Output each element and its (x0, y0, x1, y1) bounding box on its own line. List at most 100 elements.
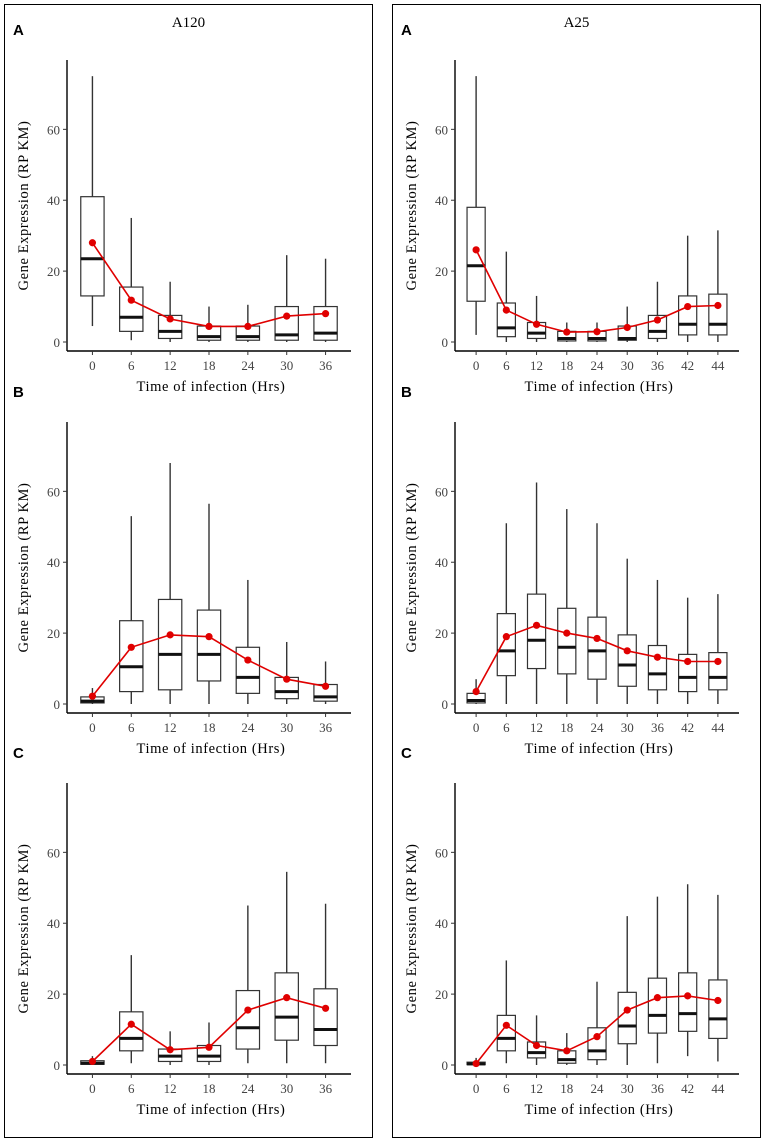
box-iqr (678, 295, 698, 336)
x-tick-label: 18 (560, 358, 573, 373)
box-iqr (557, 607, 577, 675)
x-tick-label: 6 (128, 358, 135, 373)
box-iqr (647, 644, 668, 691)
y-tick-label: 0 (54, 1058, 61, 1073)
mean-point (127, 296, 135, 304)
mean-point (472, 246, 480, 254)
mean-point (684, 302, 692, 311)
x-tick-label: 18 (560, 1081, 573, 1096)
box-iqr (526, 593, 547, 670)
x-tick-label: 30 (280, 720, 293, 735)
mean-point (321, 682, 330, 690)
mean-point (593, 328, 601, 336)
box-44 (708, 594, 728, 704)
y-tick-label: 60 (435, 122, 448, 137)
y-axis-label: Gene Expression (RP KM) (404, 483, 420, 653)
mean-point (88, 1057, 97, 1066)
box-iqr (617, 991, 637, 1045)
x-tick-label: 18 (203, 720, 216, 735)
y-tick-label: 40 (435, 916, 448, 931)
box-30 (617, 916, 637, 1065)
y-axis-label: Gene Expression (RP KM) (16, 844, 32, 1014)
x-tick-label: 6 (128, 1081, 135, 1096)
panel-title: A25 (563, 15, 590, 31)
box-12 (526, 295, 547, 342)
y-axis-label: Gene Expression (RP KM) (16, 121, 32, 291)
box-iqr (678, 653, 698, 693)
mean-point (593, 1033, 601, 1041)
mean-point (714, 301, 722, 310)
x-tick-label: 24 (241, 1081, 255, 1096)
box-36 (313, 258, 338, 342)
box-24 (587, 523, 607, 704)
mean-point (283, 994, 291, 1002)
mean-point (472, 687, 480, 696)
y-tick-label: 40 (47, 555, 60, 570)
mean-point (88, 692, 97, 700)
y-tick-label: 20 (47, 987, 60, 1002)
x-tick-label: 18 (203, 1081, 216, 1096)
x-tick-label: 36 (651, 1081, 665, 1096)
box-iqr (647, 977, 668, 1034)
box-12 (526, 482, 547, 704)
x-tick-label: 36 (651, 720, 665, 735)
y-tick-label: 20 (47, 264, 60, 279)
mean-point (244, 1006, 252, 1014)
box-12 (157, 462, 183, 704)
box-30 (274, 641, 299, 704)
mean-point (563, 629, 571, 637)
x-tick-label: 36 (319, 1081, 333, 1096)
x-tick-label: 44 (711, 358, 725, 373)
y-tick-label: 60 (47, 122, 60, 137)
box-iqr (708, 979, 728, 1040)
box-6 (119, 955, 144, 1064)
x-axis-label: Time of infection (Hrs) (525, 741, 674, 757)
x-tick-label: 30 (280, 358, 293, 373)
mean-point (244, 322, 252, 331)
x-tick-label: 44 (711, 720, 725, 735)
x-tick-label: 12 (530, 1081, 543, 1096)
mean-point (684, 657, 692, 666)
y-tick-label: 40 (47, 916, 60, 931)
mean-point (472, 1059, 480, 1068)
x-tick-label: 0 (89, 358, 96, 373)
y-tick-label: 0 (442, 697, 449, 712)
y-tick-label: 20 (47, 626, 60, 641)
y-tick-label: 0 (442, 335, 449, 350)
x-tick-label: 6 (503, 358, 510, 373)
x-tick-label: 30 (280, 1081, 293, 1096)
y-axis-label: Gene Expression (RP KM) (404, 121, 420, 291)
box-6 (119, 516, 144, 704)
box-18 (557, 509, 577, 704)
y-tick-label: 20 (435, 626, 448, 641)
mean-point (321, 1004, 330, 1012)
y-tick-label: 40 (47, 193, 60, 208)
box-36 (647, 896, 668, 1064)
box-30 (617, 306, 637, 342)
panel-a25: A25 A 0 20 40 60 Gene Expression (RP KM) Time … (392, 4, 761, 1138)
y-tick-label: 60 (47, 845, 60, 860)
box-iqr (157, 598, 183, 691)
panel-letter: C (401, 745, 412, 762)
panel-letter: A (401, 22, 412, 39)
x-tick-label: 36 (319, 358, 333, 373)
mean-point (166, 631, 174, 639)
box-12 (157, 281, 183, 342)
x-tick-label: 0 (473, 720, 480, 735)
box-44 (708, 230, 728, 342)
mean-point (714, 996, 722, 1005)
box-36 (647, 281, 668, 342)
x-tick-label: 6 (503, 720, 510, 735)
x-tick-label: 6 (503, 1081, 510, 1096)
x-tick-label: 18 (203, 358, 216, 373)
box-42 (678, 597, 698, 704)
x-axis-label: Time of infection (Hrs) (137, 741, 286, 757)
y-tick-label: 0 (54, 335, 61, 350)
mean-point (532, 1041, 541, 1050)
box-iqr (119, 620, 144, 693)
x-tick-label: 12 (164, 720, 177, 735)
mean-point (563, 1047, 571, 1055)
mean-point (205, 633, 213, 641)
